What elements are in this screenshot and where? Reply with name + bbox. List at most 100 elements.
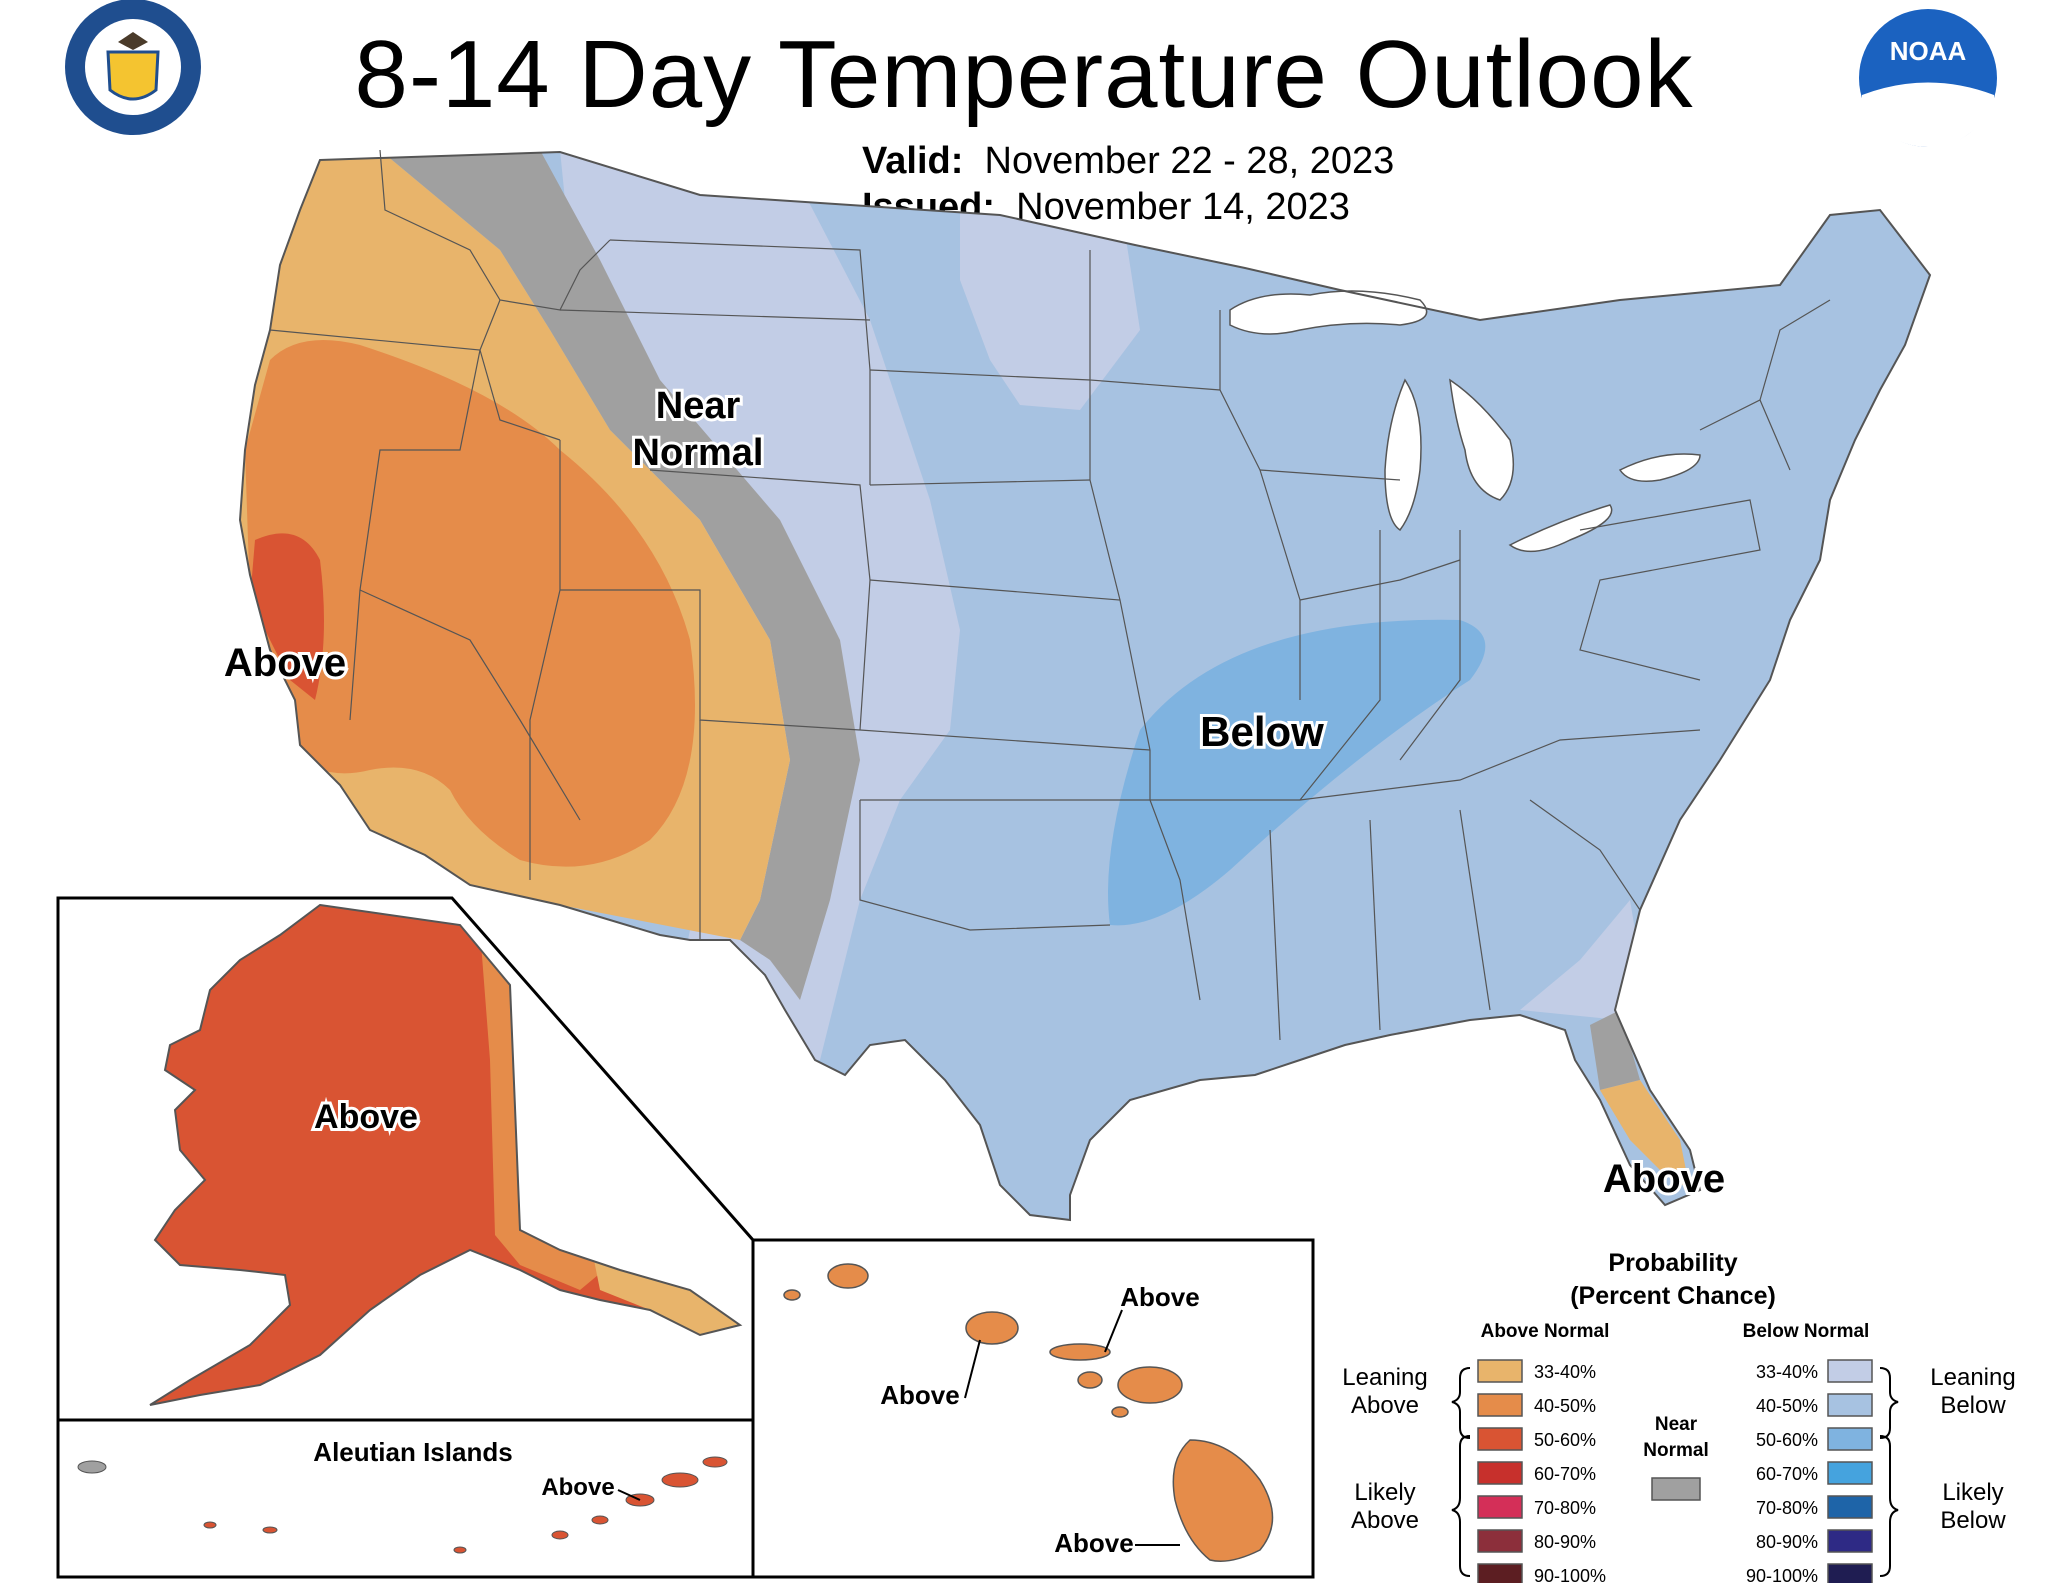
aleutian-island	[203, 1521, 217, 1529]
aleutian-leader-line	[617, 1489, 641, 1501]
region-leaning-above-florida	[1600, 1080, 1690, 1190]
above-florida-label: Above	[1603, 1157, 1725, 1201]
near-normal-label-line-1: Near	[656, 385, 741, 427]
aleutian-title: Aleutian Islands	[313, 1437, 512, 1467]
legend-likely-above-line-1: Likely	[1354, 1479, 1415, 1506]
legend-below-swatch	[1827, 1529, 1873, 1553]
region-near-normal	[380, 152, 860, 1000]
legend-above-swatch-label: 50-60%	[1534, 1430, 1596, 1450]
legend-below-swatch-label: 40-50%	[1756, 1396, 1818, 1416]
hawaii-island-big-island	[1172, 1439, 1274, 1562]
state-border	[1399, 530, 1461, 761]
state-border	[349, 299, 501, 721]
legend-below-swatch	[1827, 1359, 1873, 1383]
hawaii-island-lanai	[1077, 1371, 1103, 1389]
legend-near-normal-swatch	[1651, 1477, 1701, 1501]
state-border	[1369, 819, 1381, 1031]
region-below-50-60	[1108, 619, 1486, 926]
state-border	[359, 589, 581, 821]
state-border	[859, 729, 1151, 751]
state-border	[560, 589, 861, 731]
state-border	[1089, 250, 1301, 700]
legend-above-normal-header: Above Normal	[1481, 1321, 1610, 1342]
alaska-above-label: Above	[314, 1098, 418, 1136]
legend-likely-below-line-2: Below	[1940, 1507, 2006, 1534]
lake-ontario	[1618, 453, 1701, 482]
below-central-label: Below	[1200, 708, 1324, 755]
legend-below-swatch	[1827, 1563, 1873, 1583]
state-border	[869, 579, 1151, 800]
legend-below-swatch-label: 90-100%	[1746, 1566, 1818, 1583]
aleutian-island	[661, 1472, 699, 1488]
legend-title-line-1: Probability	[1608, 1249, 1737, 1277]
region-near-normal-florida	[1590, 1010, 1640, 1090]
page-title: 8-14 Day Temperature Outlook	[354, 21, 1694, 128]
hawaii-above-label-big-island: Above	[1054, 1528, 1133, 1558]
legend-leaning-above-line-1: Leaning	[1342, 1364, 1427, 1391]
aleutian-island	[591, 1515, 609, 1525]
state-border	[529, 440, 561, 880]
legend-above-swatch-label: 90-100%	[1534, 1566, 1606, 1583]
legend-below-swatch	[1827, 1461, 1873, 1485]
hawaii-island-niihau	[783, 1289, 801, 1301]
state-border	[1150, 729, 1701, 801]
legend-above-swatch	[1477, 1427, 1523, 1451]
great-lakes	[1229, 290, 1701, 553]
seal-eagle	[118, 32, 148, 50]
legend-below-swatch-label: 70-80%	[1756, 1498, 1818, 1518]
state-border	[869, 369, 1121, 601]
valid-value: November 22 - 28, 2023	[984, 140, 1395, 182]
legend-above-swatch	[1477, 1495, 1523, 1519]
aleutian-island	[453, 1546, 467, 1554]
conus-outline	[238, 150, 1932, 1222]
state-border	[860, 799, 1201, 1001]
state-border	[649, 469, 871, 731]
legend-leaning-below-line-1: Leaning	[1930, 1364, 2015, 1391]
lake-michigan	[1384, 378, 1422, 532]
state-border	[1459, 809, 1491, 1011]
hawaii-island-maui	[1117, 1366, 1183, 1404]
state-border	[869, 479, 1091, 486]
legend-above-swatch-label: 33-40%	[1534, 1362, 1596, 1382]
legend-above-swatches: 33-40% 40-50% 50-60% 60-70% 70-80% 80-90% 90-1…	[1477, 1359, 1606, 1583]
state-border	[559, 309, 871, 321]
aleutian-island	[77, 1460, 107, 1474]
aleutian-island	[262, 1526, 278, 1534]
hawaii-island-oahu	[965, 1311, 1019, 1345]
aleutian-islands	[77, 1456, 728, 1554]
state-border	[269, 329, 561, 441]
lake-superior	[1229, 290, 1428, 335]
alaska-region-above-40-50	[480, 930, 610, 1290]
state-border	[1299, 559, 1461, 601]
legend-above-swatch	[1477, 1529, 1523, 1553]
legend-below-swatch-label: 33-40%	[1756, 1362, 1818, 1382]
aleutian-island	[702, 1456, 728, 1468]
state-border	[859, 800, 1111, 931]
alaska-outline	[149, 903, 743, 1406]
hawaii-above-label-maui: Above	[1120, 1282, 1199, 1312]
state-border	[1269, 829, 1281, 1041]
hawaii-leader-line-1	[1104, 1309, 1123, 1353]
legend-near-normal-line-1: Near	[1655, 1414, 1698, 1435]
lake-huron	[1449, 378, 1515, 501]
legend-above-swatch-label: 70-80%	[1534, 1498, 1596, 1518]
region-above-40-50-west	[245, 340, 695, 867]
noaa-bird	[1862, 82, 1994, 148]
noaa-logo: NOAA	[1859, 9, 1997, 148]
legend-title-line-2: (Percent Chance)	[1570, 1282, 1776, 1310]
state-border	[1529, 799, 1641, 911]
hawaii-inset: Above Above Above	[751, 1238, 1315, 1579]
state-border	[1579, 499, 1761, 681]
region-leaning-below-north	[960, 180, 1140, 410]
issued-value: November 14, 2023	[1016, 186, 1350, 228]
legend-below-swatch-label: 50-60%	[1756, 1430, 1818, 1450]
legend-above-swatch	[1477, 1393, 1523, 1417]
legend-brace-likely-below	[1879, 1435, 1899, 1577]
noaa-text: NOAA	[1890, 36, 1967, 66]
legend-below-swatch	[1827, 1393, 1873, 1417]
state-border	[609, 239, 871, 485]
legend-below-swatches: 33-40% 40-50% 50-60% 60-70% 70-80% 80-90% 90-1…	[1746, 1359, 1873, 1583]
state-border	[1299, 530, 1381, 801]
state-borders	[269, 149, 1831, 1041]
